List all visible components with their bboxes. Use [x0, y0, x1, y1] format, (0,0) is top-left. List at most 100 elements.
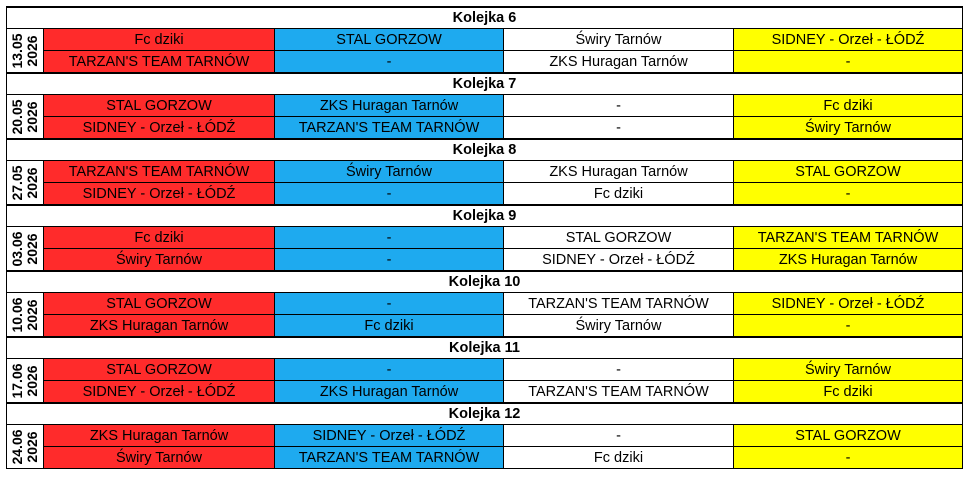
- round-date: 20.05 2026: [9, 98, 40, 135]
- team-cell[interactable]: -: [733, 314, 963, 338]
- round-date-day: 24.06: [9, 428, 25, 465]
- round-date-cell[interactable]: 03.06 2026: [6, 226, 44, 272]
- match-row: 17.06 2026 STAL GORZOW - - Świry Tarnów: [6, 358, 963, 404]
- team-cell[interactable]: Świry Tarnów: [274, 160, 504, 183]
- match-row: 27.05 2026 TARZAN'S TEAM TARNÓW Świry Tarnó…: [6, 160, 963, 206]
- team-cell[interactable]: ZKS Huragan Tarnów: [274, 380, 504, 404]
- team-cell[interactable]: STAL GORZOW: [503, 226, 734, 249]
- team-cell[interactable]: -: [733, 182, 963, 206]
- round-date: 03.06 2026: [9, 231, 40, 266]
- round-date-cell[interactable]: 10.06 2026: [6, 292, 44, 338]
- match-row: TARZAN'S TEAM TARNÓW - ZKS Huragan Tarnów -: [7, 50, 963, 74]
- team-cell[interactable]: Świry Tarnów: [503, 28, 734, 51]
- team-cell[interactable]: ZKS Huragan Tarnów: [274, 94, 504, 117]
- team-cell[interactable]: TARZAN'S TEAM TARNÓW: [43, 50, 275, 74]
- team-cell[interactable]: Świry Tarnów: [43, 446, 275, 469]
- round-date-day: 20.05: [9, 98, 25, 135]
- team-cell[interactable]: Fc dziki: [733, 94, 963, 117]
- team-cell[interactable]: STAL GORZOW: [43, 94, 275, 117]
- team-cell[interactable]: ZKS Huragan Tarnów: [503, 160, 734, 183]
- team-cell[interactable]: TARZAN'S TEAM TARNÓW: [274, 116, 504, 140]
- round-title[interactable]: Kolejka 7: [6, 72, 963, 95]
- round-header-row: Kolejka 7: [6, 72, 963, 95]
- round-date-year: 2026: [24, 364, 40, 397]
- team-cell[interactable]: ZKS Huragan Tarnów: [43, 314, 275, 338]
- team-cell[interactable]: ZKS Huragan Tarnów: [503, 50, 734, 74]
- team-cell[interactable]: SIDNEY - Orzeł - ŁÓDŹ: [43, 380, 275, 404]
- round-date-year: 2026: [24, 298, 40, 331]
- round-date-day: 27.05: [9, 164, 25, 201]
- team-cell[interactable]: -: [733, 50, 963, 74]
- team-cell[interactable]: -: [274, 292, 504, 315]
- schedule-table: Kolejka 6 13.05 2026 Fc dziki STAL GORZOW Świ…: [6, 6, 963, 469]
- round-date-cell[interactable]: 27.05 2026: [6, 160, 44, 206]
- team-cell[interactable]: -: [274, 50, 504, 74]
- round-date-cell[interactable]: 17.06 2026: [6, 358, 44, 404]
- round-date-cell[interactable]: 13.05 2026: [6, 28, 44, 74]
- team-cell[interactable]: SIDNEY - Orzeł - ŁÓDŹ: [43, 116, 275, 140]
- round-title[interactable]: Kolejka 8: [6, 138, 963, 161]
- team-cell[interactable]: -: [733, 446, 963, 469]
- team-cell[interactable]: ZKS Huragan Tarnów: [43, 424, 275, 447]
- round-title[interactable]: Kolejka 10: [6, 270, 963, 293]
- schedule-body: Kolejka 6 13.05 2026 Fc dziki STAL GORZOW Świ…: [6, 6, 963, 469]
- team-cell[interactable]: -: [503, 358, 734, 381]
- team-cell[interactable]: Świry Tarnów: [503, 314, 734, 338]
- team-cell[interactable]: TARZAN'S TEAM TARNÓW: [733, 226, 963, 249]
- round-date: 13.05 2026: [9, 33, 40, 68]
- team-cell[interactable]: Fc dziki: [503, 446, 734, 469]
- match-row: 13.05 2026 Fc dziki STAL GORZOW Świry Tarnów…: [6, 28, 963, 74]
- team-cell[interactable]: SIDNEY - Orzeł - ŁÓDŹ: [43, 182, 275, 206]
- round-date: 10.06 2026: [9, 296, 40, 333]
- team-cell[interactable]: STAL GORZOW: [274, 28, 504, 51]
- team-cell[interactable]: Świry Tarnów: [733, 358, 963, 381]
- round-title[interactable]: Kolejka 9: [6, 204, 963, 227]
- round-date-cell[interactable]: 24.06 2026: [6, 424, 44, 469]
- team-cell[interactable]: Świry Tarnów: [733, 116, 963, 140]
- team-cell[interactable]: -: [274, 182, 504, 206]
- team-cell[interactable]: TARZAN'S TEAM TARNÓW: [274, 446, 504, 469]
- team-cell[interactable]: ZKS Huragan Tarnów: [733, 248, 963, 272]
- team-cell[interactable]: STAL GORZOW: [733, 424, 963, 447]
- match-row: 10.06 2026 STAL GORZOW - TARZAN'S TEAM TARNÓ…: [6, 292, 963, 338]
- team-cell[interactable]: -: [274, 226, 504, 249]
- team-cell[interactable]: Fc dziki: [733, 380, 963, 404]
- team-cell[interactable]: TARZAN'S TEAM TARNÓW: [503, 380, 734, 404]
- match-row: ZKS Huragan Tarnów Fc dziki Świry Tarnów -: [7, 314, 963, 338]
- team-cell[interactable]: Fc dziki: [274, 314, 504, 338]
- team-cell[interactable]: STAL GORZOW: [733, 160, 963, 183]
- team-cell[interactable]: Fc dziki: [43, 28, 275, 51]
- round-date-year: 2026: [24, 430, 40, 463]
- team-cell[interactable]: TARZAN'S TEAM TARNÓW: [503, 292, 734, 315]
- round-header-row: Kolejka 6: [6, 6, 963, 29]
- round-date-day: 17.06: [9, 362, 25, 399]
- round-date-day: 10.06: [9, 296, 25, 333]
- round-header-row: Kolejka 8: [6, 138, 963, 161]
- team-cell[interactable]: Fc dziki: [43, 226, 275, 249]
- team-cell[interactable]: SIDNEY - Orzeł - ŁÓDŹ: [274, 424, 504, 447]
- match-row: 24.06 2026 ZKS Huragan Tarnów SIDNEY - Orze…: [6, 424, 963, 469]
- round-header-row: Kolejka 9: [6, 204, 963, 227]
- team-cell[interactable]: STAL GORZOW: [43, 292, 275, 315]
- match-row: 03.06 2026 Fc dziki - STAL GORZOW TARZAN'S TE…: [6, 226, 963, 272]
- team-cell[interactable]: -: [503, 94, 734, 117]
- team-cell[interactable]: -: [274, 248, 504, 272]
- team-cell[interactable]: SIDNEY - Orzeł - ŁÓDŹ: [733, 28, 963, 51]
- match-row: Świry Tarnów TARZAN'S TEAM TARNÓW Fc dziki…: [7, 446, 963, 469]
- team-cell[interactable]: Fc dziki: [503, 182, 734, 206]
- round-date-year: 2026: [24, 166, 40, 199]
- round-date-year: 2026: [24, 100, 40, 133]
- team-cell[interactable]: SIDNEY - Orzeł - ŁÓDŹ: [733, 292, 963, 315]
- round-title[interactable]: Kolejka 6: [6, 6, 963, 29]
- round-title[interactable]: Kolejka 12: [6, 402, 963, 425]
- team-cell[interactable]: Świry Tarnów: [43, 248, 275, 272]
- team-cell[interactable]: -: [503, 116, 734, 140]
- team-cell[interactable]: -: [274, 358, 504, 381]
- round-title[interactable]: Kolejka 11: [6, 336, 963, 359]
- team-cell[interactable]: TARZAN'S TEAM TARNÓW: [43, 160, 275, 183]
- round-header-row: Kolejka 11: [6, 336, 963, 359]
- team-cell[interactable]: -: [503, 424, 734, 447]
- team-cell[interactable]: STAL GORZOW: [43, 358, 275, 381]
- round-date-cell[interactable]: 20.05 2026: [6, 94, 44, 140]
- team-cell[interactable]: SIDNEY - Orzeł - ŁÓDŹ: [503, 248, 734, 272]
